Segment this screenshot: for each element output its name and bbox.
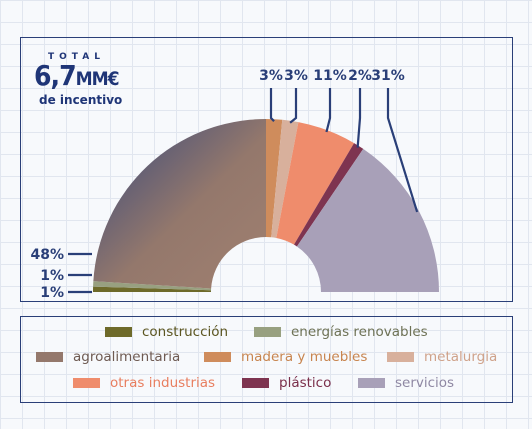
- data-label: 48%: [30, 247, 64, 263]
- legend-item-agroalimentaria: agroalimentaria: [36, 349, 180, 365]
- total-unit: MM€: [75, 68, 120, 90]
- chart-frame: [20, 37, 513, 302]
- legend-label: agroalimentaria: [73, 349, 181, 365]
- legend-label: servicios: [395, 375, 455, 391]
- data-label: 3%: [259, 68, 283, 84]
- total-subtitle: de incentivo: [39, 93, 123, 107]
- legend-item-energías-renovables: energías renovables: [254, 324, 428, 340]
- leader-line: [289, 88, 298, 124]
- legend-swatch: [73, 378, 100, 388]
- total-block: TOTAL 6,7MM€ de incentivo: [34, 52, 122, 107]
- legend-item-construcción: construcción: [105, 324, 228, 340]
- total-value: 6,7MM€: [34, 62, 122, 93]
- legend-swatch: [358, 378, 385, 388]
- legend-item-servicios: servicios: [358, 375, 454, 391]
- legend-swatch: [254, 327, 281, 337]
- legend-item-metalurgia: metalurgia: [387, 349, 497, 365]
- slice-construcción: [93, 286, 212, 292]
- legend-swatch: [105, 327, 132, 337]
- data-label: 1%: [40, 285, 64, 301]
- slice-metalurgia: [271, 119, 299, 238]
- data-label: 11%: [313, 68, 347, 84]
- legend-swatch: [36, 352, 63, 362]
- leader-line: [269, 88, 275, 122]
- legend-item-plástico: plástico: [242, 375, 331, 391]
- legend-swatch: [387, 352, 414, 362]
- legend-label: madera y muebles: [241, 349, 368, 365]
- legend-item-otras-industrias: otras industrias: [73, 375, 215, 391]
- legend-label: plástico: [279, 375, 332, 391]
- slice-servicios: [296, 148, 439, 292]
- slice-madera-y-muebles: [266, 119, 283, 238]
- legend-label: construcción: [142, 324, 229, 340]
- data-label: 1%: [40, 268, 64, 284]
- legend-frame: [20, 316, 513, 403]
- legend-swatch: [242, 378, 269, 388]
- total-amount: 6,7: [34, 59, 77, 92]
- data-label: 31%: [371, 68, 405, 84]
- slice-plástico: [293, 143, 364, 247]
- legend-label: metalurgia: [424, 349, 498, 365]
- slice-agroalimentaria: [93, 119, 267, 289]
- data-label: 2%: [348, 68, 372, 84]
- legend-label: otras industrias: [110, 375, 216, 391]
- legend-item-madera-y-muebles: madera y muebles: [204, 349, 367, 365]
- leader-line: [386, 88, 419, 213]
- leader-line: [325, 88, 332, 133]
- data-label: 3%: [284, 68, 308, 84]
- slice-energías-renovables: [93, 281, 212, 291]
- leader-line: [356, 88, 362, 148]
- slice-otras-industrias: [276, 122, 355, 245]
- legend-label: energías renovables: [291, 324, 428, 340]
- total-label: TOTAL: [48, 52, 105, 62]
- legend-swatch: [204, 352, 231, 362]
